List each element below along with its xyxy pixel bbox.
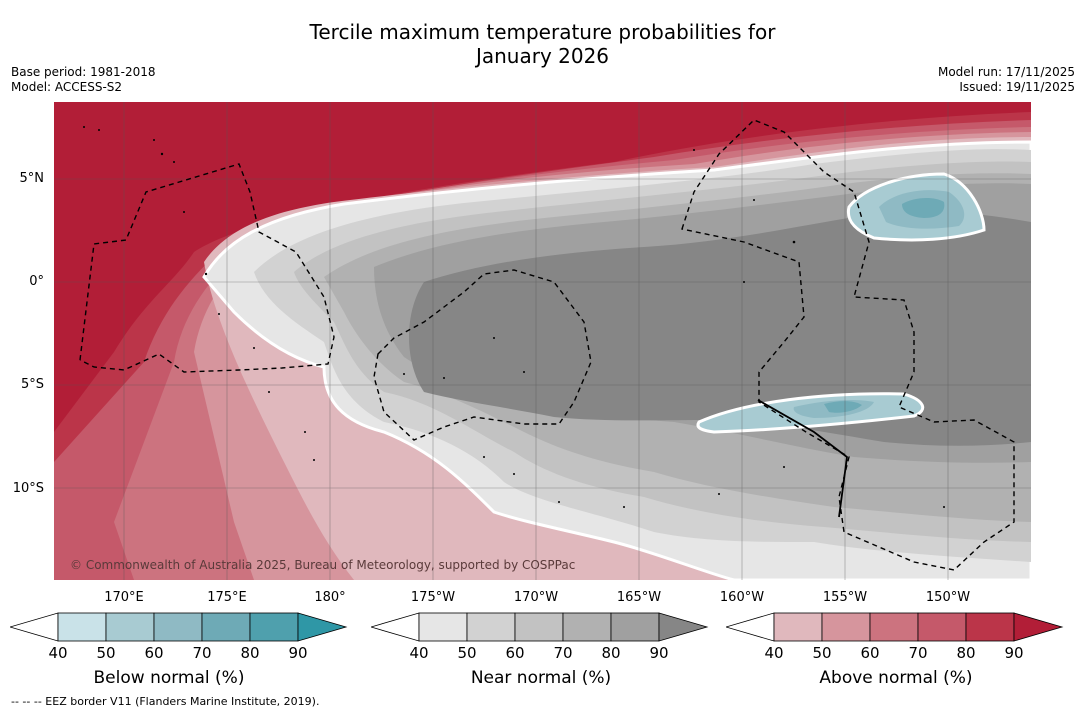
lat-label-5n: 5°N (19, 171, 45, 186)
colorbar-segment (249, 612, 299, 642)
colorbar-under-triangle (726, 612, 775, 642)
colorbar-over-triangle (1013, 612, 1064, 642)
colorbar-tick-label: 40 (764, 644, 783, 662)
lon-label-160w: 160°W (719, 590, 765, 605)
colorbar-tick-label: 70 (908, 644, 927, 662)
meta-right: Model run: 17/11/2025 Issued: 19/11/2025 (938, 65, 1075, 95)
colorbar-segment (562, 612, 612, 642)
title-line-2: January 2026 (475, 44, 610, 68)
colorbar-near: 40 50 60 70 80 90 (371, 612, 709, 662)
lon-label-150w: 150°W (925, 590, 971, 605)
lat-label-5s: 5°S (20, 377, 44, 392)
model-run: Model run: 17/11/2025 (937, 65, 1075, 79)
colorbar-tick-label: 70 (553, 644, 572, 662)
colorbar-tick-label: 60 (505, 644, 524, 662)
model-name: Model: ACCESS-S2 (11, 80, 123, 94)
legend-title-above: Above normal (%) (819, 668, 973, 688)
colorbar-tick-label: 80 (240, 644, 259, 662)
islands (83, 126, 945, 508)
lon-label-155w: 155°W (822, 590, 868, 605)
colorbar-tick-label: 70 (192, 644, 211, 662)
colorbar-segment (153, 612, 203, 642)
colorbar-tick-label: 40 (409, 644, 428, 662)
lat-label-0: 0° (29, 274, 44, 289)
colorbar-segment (610, 612, 660, 642)
legend-title-below: Below normal (%) (93, 668, 245, 688)
graticule (54, 102, 1031, 580)
lon-label-165w: 165°W (616, 590, 662, 605)
colorbar-segment (869, 612, 919, 642)
lon-label-175w: 175°W (410, 590, 456, 605)
colorbar-segment (773, 612, 823, 642)
copyright-notice: © Commonwealth of Australia 2025, Bureau… (70, 558, 576, 572)
eez-solid-segment (757, 399, 848, 518)
colorbar-tick-label: 90 (649, 644, 668, 662)
colorbar-segment (917, 612, 967, 642)
colorbar-segment (514, 612, 564, 642)
below-blob-south-70 (824, 401, 862, 413)
lon-label-180: 180° (314, 590, 346, 605)
colorbar-tick-label: 60 (144, 644, 163, 662)
colorbar-over-triangle (297, 612, 348, 642)
colorbar-tick-label: 90 (288, 644, 307, 662)
colorbar-under-triangle (10, 612, 59, 642)
colorbar-under-triangle (371, 612, 420, 642)
lon-label-170e: 170°E (104, 590, 144, 605)
eez-note: -- -- -- EEZ border V11 (Flanders Marine… (11, 695, 320, 708)
colorbar-tick-label: 90 (1004, 644, 1023, 662)
colorbar-tick-label: 50 (96, 644, 115, 662)
colorbar-over-triangle (658, 612, 709, 642)
lon-label-175e: 175°E (207, 590, 247, 605)
colorbar-segment (965, 612, 1015, 642)
colorbar-tick-label: 50 (812, 644, 831, 662)
colorbar-above: 40 50 60 70 80 90 (726, 612, 1064, 662)
colorbar-below: 40 50 60 70 80 90 (10, 612, 348, 662)
lon-label-170w: 170°W (513, 590, 559, 605)
colorbar-segment (201, 612, 251, 642)
meta-left: Base period: 1981-2018 Model: ACCESS-S2 (11, 65, 156, 95)
base-period: Base period: 1981-2018 (11, 65, 156, 79)
colorbar-tick-label: 80 (956, 644, 975, 662)
colorbar-tick-label: 60 (860, 644, 879, 662)
map-title: Tercile maximum temperature probabilitie… (0, 20, 1085, 68)
colorbar-segment (57, 612, 107, 642)
below-blob-north-70 (902, 198, 945, 218)
title-line-1: Tercile maximum temperature probabilitie… (309, 20, 776, 44)
colorbar-tick-label: 40 (48, 644, 67, 662)
probability-map (54, 102, 1031, 580)
colorbar-segment (105, 612, 155, 642)
eez-borders (79, 119, 1015, 571)
colorbar-segment (466, 612, 516, 642)
colorbar-segment (418, 612, 468, 642)
colorbar-tick-label: 50 (457, 644, 476, 662)
near-band-90 (409, 211, 1031, 446)
lat-label-10s: 10°S (12, 481, 44, 496)
colorbar-segment (821, 612, 871, 642)
legend-title-near: Near normal (%) (470, 668, 612, 688)
colorbar-tick-label: 80 (601, 644, 620, 662)
issued-date: Issued: 19/11/2025 (959, 80, 1075, 94)
